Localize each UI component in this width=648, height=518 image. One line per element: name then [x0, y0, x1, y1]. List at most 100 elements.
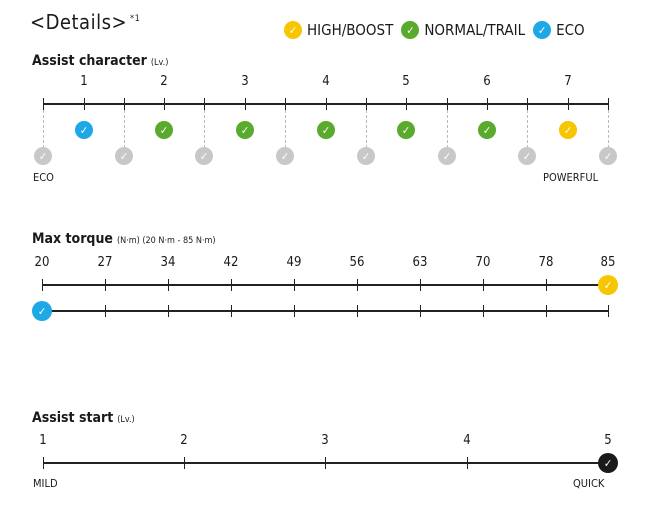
axis-tick [487, 98, 488, 110]
level-check-icon: ✓ [559, 121, 577, 139]
level-label: 6 [483, 74, 491, 89]
level-label: 2 [160, 74, 168, 89]
axis-tick [608, 98, 609, 110]
level-label: 7 [564, 74, 572, 89]
inactive-check-icon: ✓ [276, 147, 294, 165]
torque-label: 20 [34, 255, 50, 270]
dashed-guide [204, 110, 205, 148]
level-check-icon: ✓ [397, 121, 415, 139]
section-unit: (Lv.) [117, 415, 135, 425]
axis-tick [43, 98, 44, 110]
level-check-icon: ✓ [317, 121, 335, 139]
powerful-end-label: POWERFUL [543, 171, 599, 184]
axis-tick [245, 98, 246, 110]
title-text: <Details> [30, 10, 128, 34]
inactive-check-icon: ✓ [357, 147, 375, 165]
eco-torque-check-icon: ✓ [32, 301, 52, 321]
axis-tick [168, 279, 169, 291]
section-title: Max torque [32, 231, 113, 247]
level-label: 4 [322, 74, 330, 89]
inactive-check-icon: ✓ [34, 147, 52, 165]
torque-axis-high [42, 284, 608, 286]
torque-label: 49 [286, 255, 302, 270]
start-level-label: 4 [463, 433, 471, 448]
axis-tick [43, 457, 44, 469]
dashed-guide [43, 110, 44, 148]
legend-label: NORMAL/TRAIL [424, 21, 526, 39]
inactive-check-icon: ✓ [195, 147, 213, 165]
inactive-check-icon: ✓ [115, 147, 133, 165]
section-title: Assist character [32, 53, 147, 69]
axis-tick [483, 305, 484, 317]
high-torque-check-icon: ✓ [598, 275, 618, 295]
axis-tick [546, 305, 547, 317]
section-unit: (Lv.) [150, 58, 169, 68]
page-title: <Details> *1 [30, 10, 140, 34]
axis-tick [325, 457, 326, 469]
torque-label: 56 [349, 255, 365, 270]
max-torque-title: Max torque (N·m) (20 N·m - 85 N·m) [32, 231, 216, 247]
level-check-icon: ✓ [75, 121, 93, 139]
dashed-guide [447, 110, 448, 148]
inactive-check-icon: ✓ [438, 147, 456, 165]
level-label: 1 [80, 74, 88, 89]
quick-end-label: QUICK [573, 477, 605, 490]
axis-tick [568, 98, 569, 110]
axis-tick [105, 305, 106, 317]
axis-tick [546, 279, 547, 291]
axis-tick [447, 98, 448, 110]
axis-tick [420, 279, 421, 291]
torque-label: 27 [97, 255, 113, 270]
axis-tick [406, 98, 407, 110]
legend: ✓ HIGH/BOOST ✓ NORMAL/TRAIL ✓ ECO [284, 21, 593, 39]
axis-tick [105, 279, 106, 291]
level-check-icon: ✓ [155, 121, 173, 139]
axis-tick [483, 279, 484, 291]
torque-label: 85 [600, 255, 616, 270]
axis-tick [527, 98, 528, 110]
level-label: 3 [241, 74, 249, 89]
section-title: Assist start [32, 410, 114, 426]
start-level-label: 1 [39, 433, 47, 448]
check-icon: ✓ [401, 21, 420, 39]
inactive-check-icon: ✓ [599, 147, 617, 165]
axis-tick [420, 305, 421, 317]
mild-end-label: MILD [33, 477, 58, 490]
assist-start-title: Assist start (Lv.) [32, 410, 135, 426]
section-unit: (N·m) (20 N·m - 85 N·m) [116, 236, 216, 246]
assist-start-check-icon: ✓ [598, 453, 618, 473]
start-level-label: 2 [180, 433, 188, 448]
axis-tick [467, 457, 468, 469]
start-level-label: 5 [604, 433, 612, 448]
axis-tick [231, 279, 232, 291]
legend-label: ECO [556, 21, 585, 39]
title-note: *1 [130, 14, 141, 25]
axis-tick [168, 305, 169, 317]
axis-tick [184, 457, 185, 469]
axis-tick [326, 98, 327, 110]
torque-label: 34 [160, 255, 176, 270]
dashed-guide [366, 110, 367, 148]
axis-tick [608, 305, 609, 317]
dashed-guide [285, 110, 286, 148]
dashed-guide [527, 110, 528, 148]
dashed-guide [608, 110, 609, 148]
level-check-icon: ✓ [478, 121, 496, 139]
level-label: 5 [402, 74, 410, 89]
assist-character-title: Assist character (Lv.) [32, 53, 168, 69]
start-level-label: 3 [321, 433, 329, 448]
torque-label: 78 [538, 255, 554, 270]
torque-axis-eco [42, 310, 608, 312]
legend-label: HIGH/BOOST [307, 21, 394, 39]
axis-tick [357, 305, 358, 317]
axis-tick [124, 98, 125, 110]
axis-tick [231, 305, 232, 317]
axis-tick [42, 279, 43, 291]
axis-tick [164, 98, 165, 110]
check-icon: ✓ [284, 21, 302, 39]
level-check-icon: ✓ [236, 121, 254, 139]
dashed-guide [124, 110, 125, 148]
axis-tick [357, 279, 358, 291]
axis-tick [204, 98, 205, 110]
legend-item: ✓ NORMAL/TRAIL [401, 21, 525, 39]
